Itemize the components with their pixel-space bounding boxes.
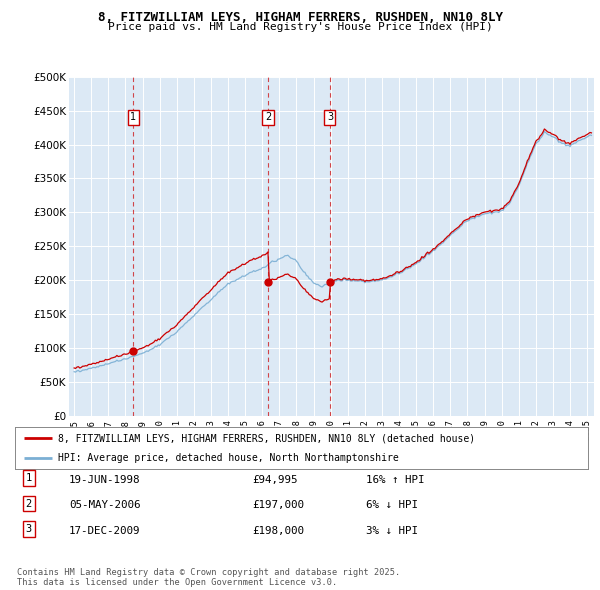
Text: £198,000: £198,000 <box>252 526 304 536</box>
Text: Contains HM Land Registry data © Crown copyright and database right 2025.
This d: Contains HM Land Registry data © Crown c… <box>17 568 400 587</box>
Text: 3: 3 <box>26 524 32 534</box>
Text: 1: 1 <box>26 473 32 483</box>
Text: £197,000: £197,000 <box>252 500 304 510</box>
Text: Price paid vs. HM Land Registry's House Price Index (HPI): Price paid vs. HM Land Registry's House … <box>107 22 493 32</box>
Text: 8, FITZWILLIAM LEYS, HIGHAM FERRERS, RUSHDEN, NN10 8LY: 8, FITZWILLIAM LEYS, HIGHAM FERRERS, RUS… <box>97 11 503 24</box>
Text: 19-JUN-1998: 19-JUN-1998 <box>69 475 140 485</box>
Text: 17-DEC-2009: 17-DEC-2009 <box>69 526 140 536</box>
Text: 1: 1 <box>130 113 136 122</box>
Text: 2: 2 <box>265 113 271 122</box>
Text: 3% ↓ HPI: 3% ↓ HPI <box>366 526 418 536</box>
Text: 16% ↑ HPI: 16% ↑ HPI <box>366 475 425 485</box>
Text: 6% ↓ HPI: 6% ↓ HPI <box>366 500 418 510</box>
Text: 8, FITZWILLIAM LEYS, HIGHAM FERRERS, RUSHDEN, NN10 8LY (detached house): 8, FITZWILLIAM LEYS, HIGHAM FERRERS, RUS… <box>58 433 475 443</box>
Text: £94,995: £94,995 <box>252 475 298 485</box>
Text: 2: 2 <box>26 499 32 509</box>
Text: HPI: Average price, detached house, North Northamptonshire: HPI: Average price, detached house, Nort… <box>58 453 399 463</box>
Text: 3: 3 <box>327 113 333 122</box>
Text: 05-MAY-2006: 05-MAY-2006 <box>69 500 140 510</box>
